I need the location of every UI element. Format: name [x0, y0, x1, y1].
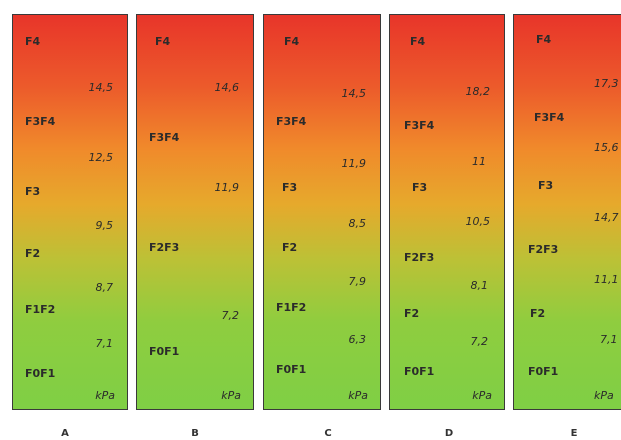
unit-label: kPa [594, 389, 614, 402]
stage-label: F4 [284, 35, 300, 48]
stage-label: F1F2 [25, 303, 56, 316]
stage-label: F3F4 [404, 119, 435, 132]
stage-label: F2F3 [149, 241, 180, 254]
kpa-value: 8,7 [95, 281, 114, 294]
stage-label: F2 [282, 241, 298, 254]
kpa-value: 11,9 [214, 181, 240, 194]
kpa-value: 9,5 [95, 219, 114, 232]
stage-label: F0F1 [149, 345, 180, 358]
kpa-value: 7,2 [221, 309, 240, 322]
stage-label: F3F4 [25, 115, 56, 128]
stage-label: F3 [282, 181, 298, 194]
kpa-value: 7,9 [348, 275, 367, 288]
unit-label: kPa [221, 389, 241, 402]
stage-label: F2F3 [528, 243, 559, 256]
kpa-value: 6,3 [348, 333, 367, 346]
stage-label: F4 [536, 33, 552, 46]
kpa-value: 15,6 [594, 141, 619, 154]
stage-label: F2 [25, 247, 41, 260]
stage-label: F3F4 [534, 111, 565, 124]
kpa-value: 10,5 [465, 215, 491, 228]
unit-label: kPa [348, 389, 368, 402]
stage-label: F3F4 [149, 131, 180, 144]
kpa-value: 11,9 [341, 157, 367, 170]
stage-label: F2 [404, 307, 420, 320]
stage-label: F1F2 [276, 301, 307, 314]
scale-column-b: F4 14,6 F3F4 11,9 F2F3 7,2 F0F1 kPa [136, 14, 254, 410]
stage-label: F0F1 [528, 365, 559, 378]
kpa-value: 11,1 [594, 273, 619, 286]
column-label-c: C [324, 428, 332, 439]
stage-label: F0F1 [404, 365, 435, 378]
stage-label: F0F1 [276, 363, 307, 376]
column-label-b: B [191, 428, 199, 439]
kpa-value: 12,5 [88, 151, 114, 164]
scale-column-a: F4 14,5 F3F4 12,5 F3 9,5 F2 8,7 F1F2 7,1… [12, 14, 128, 410]
unit-label: kPa [472, 389, 492, 402]
column-label-e: E [570, 428, 578, 439]
stage-label: F3 [25, 185, 41, 198]
stage-label: F0F1 [25, 367, 56, 380]
kpa-value: 14,5 [88, 81, 114, 94]
kpa-value: 14,7 [594, 211, 619, 224]
kpa-value: 14,6 [214, 81, 240, 94]
stage-label: F4 [25, 35, 41, 48]
stage-label: F2F3 [404, 251, 435, 264]
kpa-value: 11 [472, 155, 486, 168]
kpa-value: 7,1 [600, 333, 618, 346]
stage-label: F4 [155, 35, 171, 48]
column-label-a: A [61, 428, 69, 439]
scale-column-c: F4 14,5 F3F4 11,9 F3 8,5 F2 7,9 F1F2 6,3… [263, 14, 381, 410]
stage-label: F2 [530, 307, 546, 320]
unit-label: kPa [95, 389, 115, 402]
scale-column-d: F4 18,2 F3F4 11 F3 10,5 F2F3 8,1 F2 7,2 … [389, 14, 505, 410]
kpa-value: 8,5 [348, 217, 367, 230]
kpa-value: 8,1 [470, 279, 489, 292]
column-label-d: D [444, 428, 454, 439]
kpa-value: 14,5 [341, 87, 367, 100]
kpa-value: 7,2 [470, 335, 489, 348]
stage-label: F3 [538, 179, 554, 192]
kpa-value: 17,3 [594, 77, 619, 90]
scale-column-e: F4 17,3 F3F4 15,6 F3 14,7 F2F3 11,1 F2 7… [513, 14, 621, 410]
stage-label: F4 [410, 35, 426, 48]
kpa-value: 18,2 [465, 85, 491, 98]
stage-label: F3 [412, 181, 428, 194]
kpa-value: 7,1 [95, 337, 114, 350]
stage-label: F3F4 [276, 115, 307, 128]
